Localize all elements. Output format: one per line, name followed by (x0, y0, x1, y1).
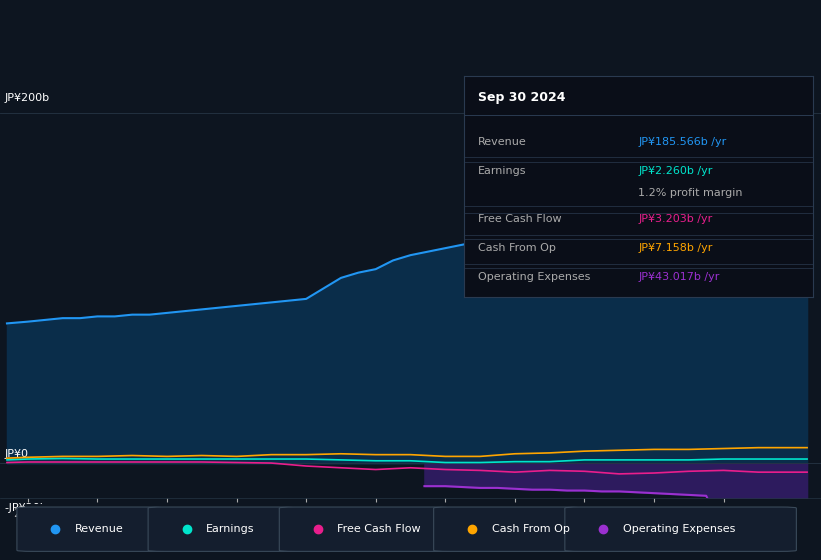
Text: JP¥43.017b /yr: JP¥43.017b /yr (639, 272, 720, 282)
Text: JP¥0: JP¥0 (4, 449, 28, 459)
Text: JP¥2.260b /yr: JP¥2.260b /yr (639, 166, 713, 176)
Text: -JP¥20b: -JP¥20b (4, 503, 47, 512)
Text: Free Cash Flow: Free Cash Flow (478, 214, 562, 225)
Text: JP¥3.203b /yr: JP¥3.203b /yr (639, 214, 713, 225)
FancyBboxPatch shape (565, 507, 796, 552)
Text: JP¥200b: JP¥200b (4, 93, 49, 103)
Text: Earnings: Earnings (206, 524, 255, 534)
FancyBboxPatch shape (148, 507, 295, 552)
Text: Operating Expenses: Operating Expenses (478, 272, 590, 282)
Text: Cash From Op: Cash From Op (478, 243, 556, 253)
Text: Free Cash Flow: Free Cash Flow (337, 524, 421, 534)
Text: Sep 30 2024: Sep 30 2024 (478, 91, 566, 104)
Text: Revenue: Revenue (478, 137, 526, 147)
Text: JP¥7.158b /yr: JP¥7.158b /yr (639, 243, 713, 253)
FancyBboxPatch shape (279, 507, 449, 552)
Text: Earnings: Earnings (478, 166, 526, 176)
Text: Cash From Op: Cash From Op (492, 524, 570, 534)
Text: JP¥185.566b /yr: JP¥185.566b /yr (639, 137, 727, 147)
FancyBboxPatch shape (17, 507, 163, 552)
Text: Revenue: Revenue (75, 524, 123, 534)
FancyBboxPatch shape (433, 507, 580, 552)
Text: Operating Expenses: Operating Expenses (623, 524, 735, 534)
Text: 1.2% profit margin: 1.2% profit margin (639, 188, 743, 198)
